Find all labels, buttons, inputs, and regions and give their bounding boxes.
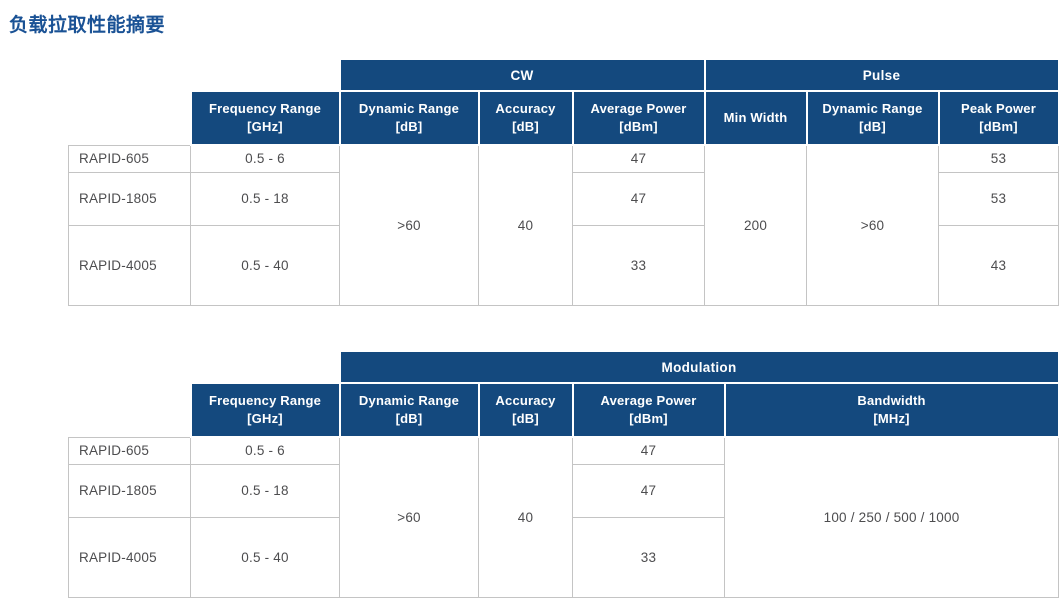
group-header-modulation: Modulation [338, 350, 1060, 384]
cell-model: RAPID-1805 [68, 463, 191, 518]
header-spacer [68, 91, 191, 145]
table-row: RAPID-4005 0.5 - 40 33 43 [68, 224, 1059, 306]
cell-bandwidth: 100 / 250 / 500 / 1000 [723, 436, 1060, 598]
col-header-cw-accuracy: Accuracy [dB] [477, 90, 574, 146]
cell-average-power: 47 [572, 463, 725, 518]
table-row: RAPID-4005 0.5 - 40 33 [68, 516, 1059, 598]
cell-cw-dynamic-range: >60 [339, 144, 479, 306]
header-spacer [68, 383, 191, 437]
page-title: 负载拉取性能摘要 [9, 15, 166, 36]
cell-frequency-range: 0.5 - 6 [190, 144, 340, 173]
cell-frequency-range: 0.5 - 40 [190, 516, 340, 598]
column-header-row: Frequency Range [GHz] Dynamic Range [dB]… [68, 90, 1060, 146]
col-header-pulse-dynamic-range: Dynamic Range [dB] [805, 90, 940, 146]
cw-pulse-table: CW Pulse Frequency Range [GHz] Dynamic R… [68, 58, 1060, 306]
col-header-accuracy: Accuracy [dB] [477, 382, 574, 438]
cell-model: RAPID-605 [68, 436, 191, 465]
table-row: RAPID-1805 0.5 - 18 47 [68, 463, 1059, 518]
cell-peak-power: 53 [938, 171, 1059, 226]
table-row: RAPID-605 0.5 - 6 >60 40 47 200 >60 53 [68, 144, 1059, 306]
col-header-frequency-range: Frequency Range [GHz] [189, 382, 341, 438]
col-header-cw-dynamic-range: Dynamic Range [dB] [338, 90, 480, 146]
cell-average-power: 47 [572, 171, 705, 226]
cell-frequency-range: 0.5 - 6 [190, 436, 340, 465]
modulation-table: Modulation Frequency Range [GHz] Dynamic… [68, 350, 1060, 598]
cell-min-width: 200 [704, 144, 807, 306]
cell-frequency-range: 0.5 - 18 [190, 171, 340, 226]
cell-model: RAPID-605 [68, 144, 191, 173]
cell-cw-accuracy: 40 [478, 144, 573, 306]
col-header-min-width: Min Width [703, 90, 808, 146]
col-header-peak-power: Peak Power [dBm] [937, 90, 1060, 146]
header-spacer [68, 59, 340, 91]
cell-accuracy: 40 [478, 436, 573, 598]
cell-dynamic-range: >60 [339, 436, 479, 598]
cell-frequency-range: 0.5 - 40 [190, 224, 340, 306]
cell-model: RAPID-4005 [68, 516, 191, 598]
cell-model: RAPID-1805 [68, 171, 191, 226]
cell-model: RAPID-4005 [68, 224, 191, 306]
col-header-frequency-range: Frequency Range [GHz] [189, 90, 341, 146]
header-spacer [68, 351, 340, 383]
group-header-row: CW Pulse [68, 58, 1060, 92]
cell-average-power: 33 [572, 224, 705, 306]
col-header-cw-average-power: Average Power [dBm] [571, 90, 706, 146]
table-row: RAPID-1805 0.5 - 18 47 53 [68, 171, 1059, 226]
cell-average-power: 47 [572, 144, 705, 173]
col-header-bandwidth: Bandwidth [MHz] [723, 382, 1060, 438]
cell-peak-power: 53 [938, 144, 1059, 173]
col-header-average-power: Average Power [dBm] [571, 382, 726, 438]
cell-pulse-dynamic-range: >60 [806, 144, 939, 306]
group-header-row: Modulation [68, 350, 1060, 384]
column-header-row: Frequency Range [GHz] Dynamic Range [dB]… [68, 382, 1060, 438]
cell-peak-power: 43 [938, 224, 1059, 306]
group-header-pulse: Pulse [703, 58, 1060, 92]
table-row: RAPID-605 0.5 - 6 >60 40 47 100 / 250 / … [68, 436, 1060, 598]
col-header-dynamic-range: Dynamic Range [dB] [338, 382, 480, 438]
group-header-cw: CW [338, 58, 706, 92]
cell-average-power: 33 [572, 516, 725, 598]
cell-frequency-range: 0.5 - 18 [190, 463, 340, 518]
cell-average-power: 47 [572, 436, 725, 465]
